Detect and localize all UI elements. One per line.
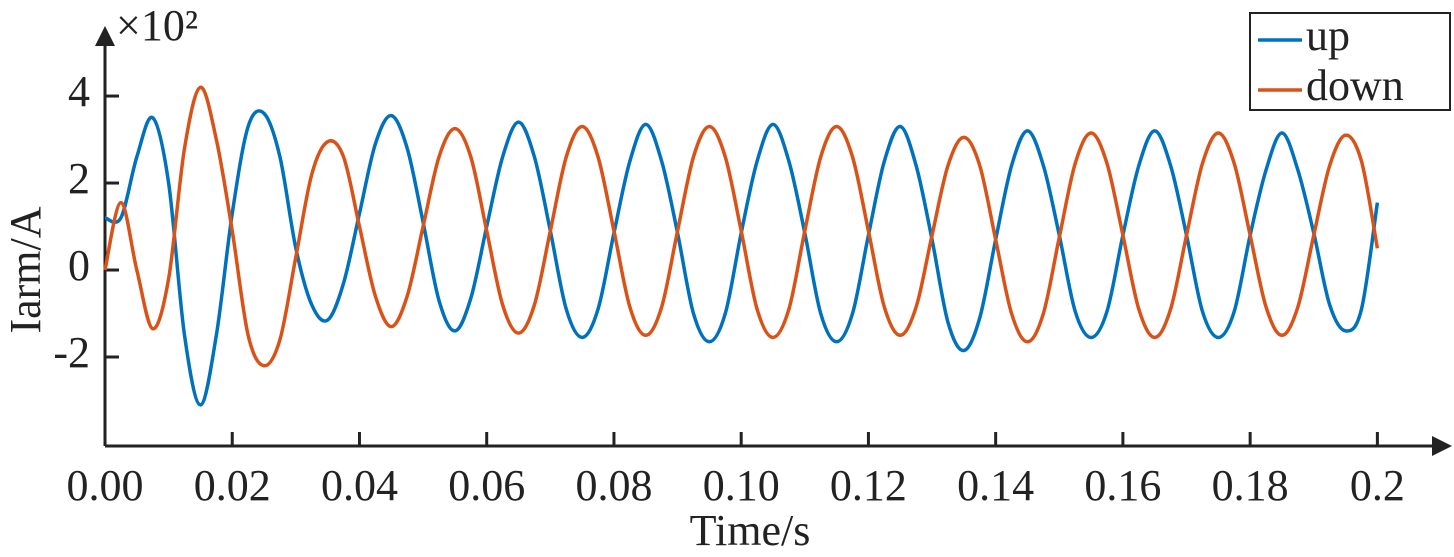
x-tick-label: 0.16 [1084,461,1161,510]
legend-label: down [1306,61,1404,110]
x-tick-label: 0.00 [67,461,144,510]
x-tick-label: 0.10 [703,461,780,510]
line-series [103,85,1380,368]
x-tick-label: 0.06 [448,461,525,510]
y-tick-label: 2 [68,154,90,203]
y-tick-label: 0 [68,241,90,290]
x-axis-label: Time/s [690,506,811,555]
axes [103,40,1440,448]
x-tick-label: 0.14 [957,461,1034,510]
x-tick-label: 0.12 [830,461,907,510]
x-tick-label: 0.18 [1212,461,1289,510]
x-tick-label: 0.02 [194,461,271,510]
y-axis-label: Iarm/A [1,206,50,333]
x-tick-label: 0.04 [321,461,398,510]
legend-box [1249,12,1451,111]
legend-label: up [1306,11,1350,60]
y-tick-label: -2 [53,328,90,377]
y-tick-label: 4 [68,67,90,116]
x-tick-label: 0.2 [1350,461,1405,510]
line-series [104,109,1380,407]
y-multiplier: ×10² [116,1,198,50]
x-tick-label: 0.08 [575,461,652,510]
